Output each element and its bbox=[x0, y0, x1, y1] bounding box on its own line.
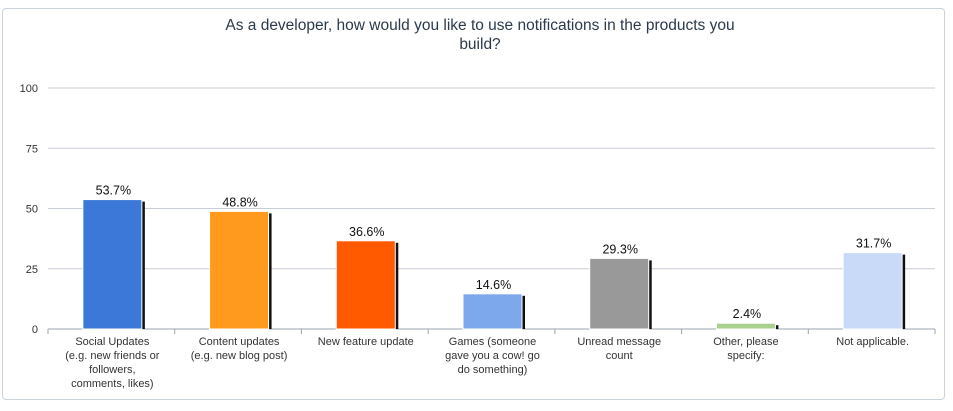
chart-title-line-2: build? bbox=[459, 36, 501, 53]
data-label: 29.3% bbox=[602, 242, 637, 256]
x-category-label: Unread message count bbox=[577, 336, 661, 362]
label-layer: 0 25 50 75 100 53.7% Social Updates (e.g. new f… bbox=[20, 83, 909, 390]
data-label: 14.6% bbox=[476, 278, 511, 292]
data-label: 31.7% bbox=[856, 237, 891, 251]
y-tick-label: 50 bbox=[26, 204, 38, 216]
bar bbox=[82, 199, 143, 330]
chart-title: As a developer, how would you like to us… bbox=[180, 16, 780, 54]
bar bbox=[842, 252, 903, 330]
x-category-label: Other, please specify: bbox=[713, 336, 778, 362]
chart-title-line-1: As a developer, how would you like to us… bbox=[225, 17, 735, 34]
chart-frame bbox=[2, 8, 945, 400]
x-category-label: New feature update bbox=[318, 336, 414, 348]
y-tick-label: 100 bbox=[20, 83, 38, 95]
data-label: 48.8% bbox=[222, 195, 257, 209]
x-category-label: Social Updates (e.g. new friends or follow… bbox=[65, 336, 159, 390]
y-tick-label: 0 bbox=[32, 324, 38, 336]
bar bbox=[715, 322, 776, 330]
data-label: 36.6% bbox=[349, 225, 384, 239]
x-category-label: Games (someone gave you a cow! go do somet… bbox=[445, 336, 540, 376]
y-tick-label: 25 bbox=[26, 264, 38, 276]
bar bbox=[209, 210, 270, 330]
data-label: 53.7% bbox=[96, 184, 131, 198]
bar bbox=[589, 257, 650, 330]
bar bbox=[462, 293, 523, 330]
x-category-label: Not applicable. bbox=[836, 336, 909, 348]
y-tick-label: 75 bbox=[26, 143, 38, 155]
x-category-label: Content updates (e.g. new blog post) bbox=[191, 336, 288, 362]
bar-layer bbox=[82, 199, 906, 330]
bar bbox=[335, 240, 396, 330]
data-label: 2.4% bbox=[733, 307, 762, 321]
grid-layer bbox=[47, 87, 936, 334]
